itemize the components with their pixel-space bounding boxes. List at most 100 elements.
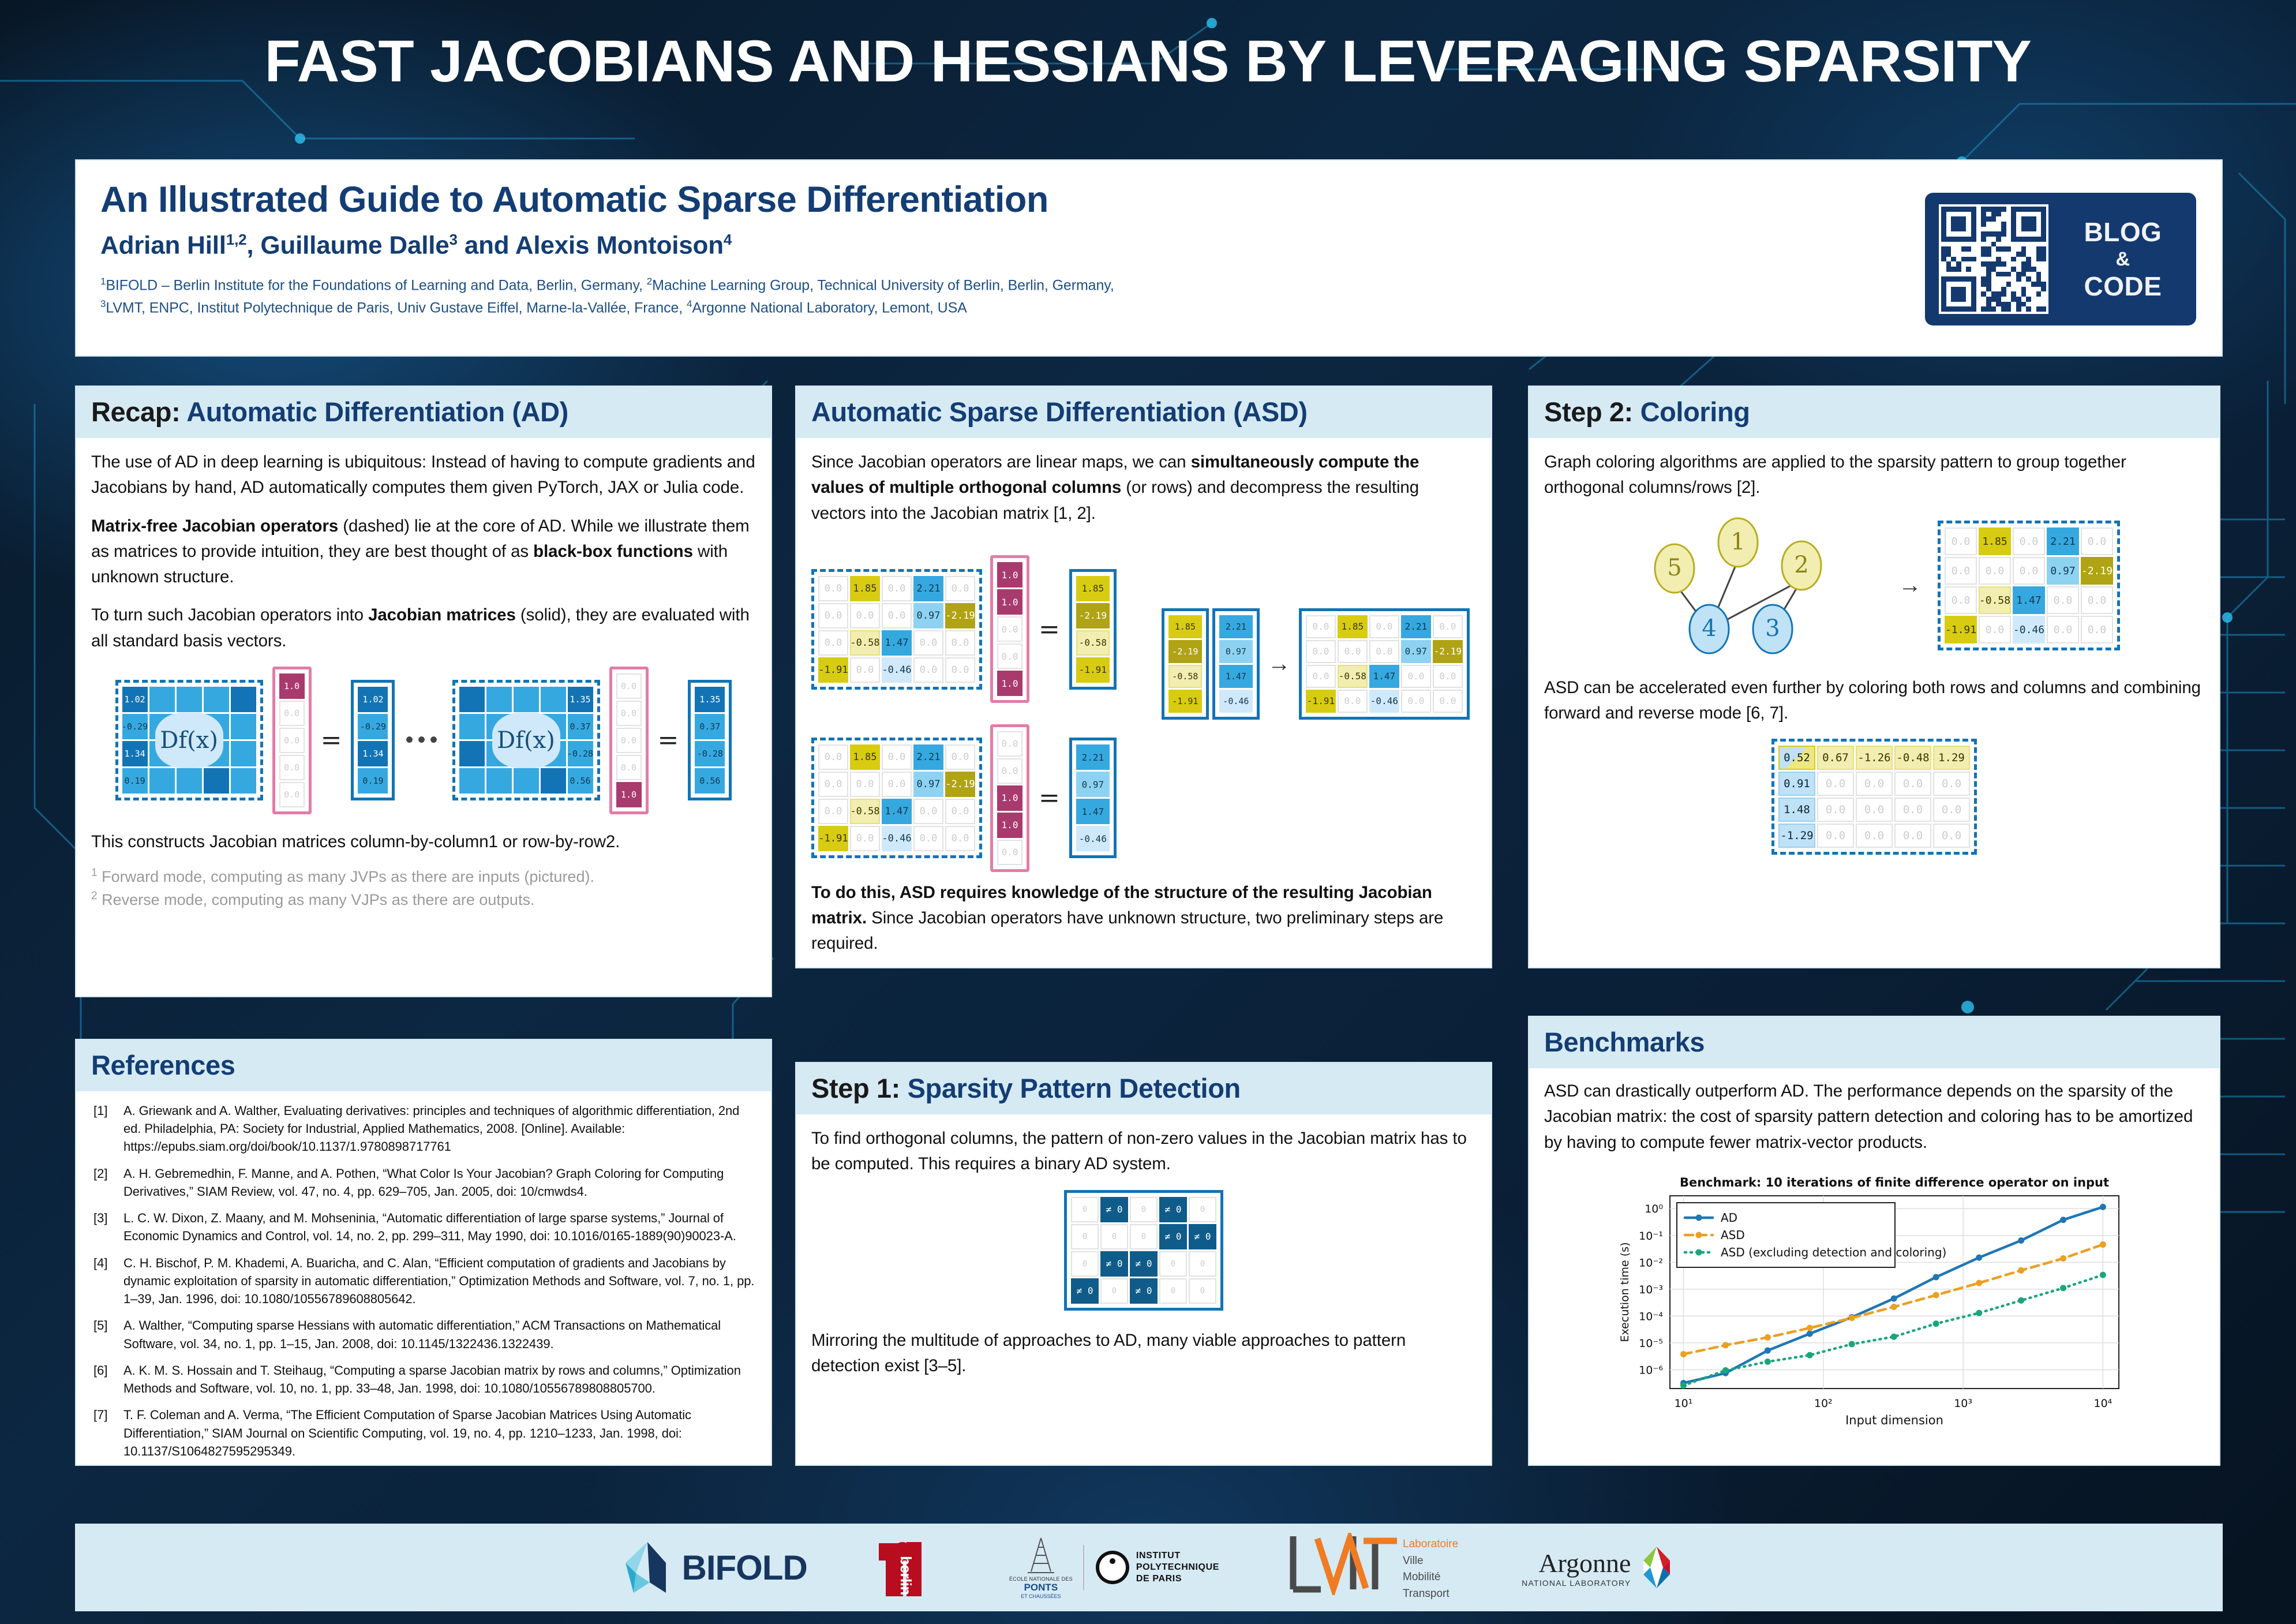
reference-item: [6] A. K. M. S. Hossain and T. Steihaug, …	[93, 1361, 756, 1397]
recap-right-matrix-cell	[486, 768, 512, 794]
chart-data-point	[1932, 1274, 1939, 1281]
chart-legend-label: AD	[1721, 1211, 1737, 1225]
colored-matrix-cell: 0.0	[1979, 557, 2011, 585]
colored-matrix-cell: -0.58	[1979, 586, 2011, 614]
reference-text: A. K. M. S. Hossain and T. Steihaug, “Co…	[123, 1363, 741, 1396]
reference-text: A. Griewank and A. Walther, Evaluating d…	[123, 1103, 740, 1154]
recovered-matrix-cell: 0.97	[1400, 639, 1431, 663]
bicolor-cell: 0.0	[1817, 798, 1854, 822]
bicolored-matrix: 0.52 0.67 -1.26 -0.48 1.29 0.91 0.0 0.0 0.0 0.0 1.…	[1771, 739, 1977, 855]
y-tick-label: 10⁻⁵	[1639, 1337, 1663, 1350]
asd-matrix-cell: 2.21	[913, 575, 943, 601]
reference-item: [5] A. Walther, “Computing sparse Hessian…	[93, 1316, 756, 1352]
asd-p1-bold: simultaneously compute the values of mul…	[811, 452, 1419, 497]
recap-right-matrix-cell: 0.56	[567, 768, 593, 794]
qr-code-icon[interactable]	[1939, 204, 2048, 314]
blog-and-code-badge[interactable]: BLOG & CODE	[1925, 193, 2196, 325]
step1-paragraph-2: Mirroring the multitude of approaches to…	[811, 1330, 1406, 1375]
recap-p3-bold: Jacobian matrices	[368, 605, 516, 625]
basis-cell: 1.0	[997, 589, 1022, 615]
equals-sign-right: =	[657, 725, 679, 755]
chart-data-point	[1722, 1342, 1729, 1349]
bicolor-cell: 0.0	[1817, 772, 1854, 796]
sparsity-cell: 0	[1159, 1251, 1187, 1277]
recap-footnote-2: 2 Reverse mode, computing as many VJPs a…	[91, 890, 535, 909]
bicolor-cell: 0.52	[1778, 746, 1815, 770]
step2-head-dark: Step 2:	[1544, 396, 1633, 427]
chart-data-point	[1848, 1341, 1855, 1348]
benchmark-chart: 10⁰ 10⁻¹ 10⁻² 10⁻³ 10⁻⁴ 10⁻⁵ 10⁻⁶ 10¹ 10² 10³ 10⁴ B…	[1544, 1168, 2204, 1434]
result-cell: 0.97	[1076, 772, 1110, 798]
step1-paragraph-1: To find orthogonal columns, the pattern …	[811, 1129, 1467, 1174]
chart-xlabel: Input dimension	[1845, 1413, 1943, 1427]
basis-cell: 0.0	[616, 754, 642, 780]
asd-matrix-cell: 0.0	[913, 657, 943, 683]
recap-right-matrix-cell	[459, 714, 485, 740]
colored-matrix-cell: 0.0	[2081, 616, 2113, 643]
recovered-matrix-cell: 0.0	[1432, 615, 1463, 638]
coloring-figure: 1 2 5 4 3 → 0.0 1.85 0.0 2.21 0.0 0.0 0.0 0.0 0.…	[1544, 514, 2204, 658]
chart-data-point	[1806, 1324, 1813, 1331]
lvmt-line-1: Laboratoire	[1403, 1538, 1459, 1550]
recap-right-matrix-cell	[540, 768, 566, 794]
asd-matrix-cell: 0.0	[945, 657, 975, 683]
chart-data-point	[1932, 1320, 1939, 1327]
basis-cell: 0.0	[616, 700, 642, 726]
sparsity-cell: 0	[1130, 1196, 1158, 1222]
reference-number: [3]	[93, 1211, 108, 1226]
asd-matrix-cell: 0.0	[850, 603, 880, 628]
reference-item: [3] L. C. W. Dixon, Z. Maany, and M. Mohs…	[93, 1209, 756, 1245]
chart-data-point	[2099, 1271, 2106, 1278]
basis-cell: 1.0	[279, 673, 305, 699]
bicolor-cell: 1.29	[1933, 746, 1970, 770]
chart-data-point	[1680, 1382, 1687, 1389]
sparsity-cell: ≠ 0	[1130, 1278, 1158, 1304]
benchmark-chart-svg: 10⁰ 10⁻¹ 10⁻² 10⁻³ 10⁻⁴ 10⁻⁵ 10⁻⁶ 10¹ 10² 10³ 10⁴ B…	[1619, 1176, 2119, 1427]
asd-matrix-cell: 0.0	[945, 799, 975, 825]
colored-matrix-cell: 0.0	[2047, 586, 2079, 614]
asd-matrix-cell: 0.0	[913, 826, 943, 852]
result-cell: 1.47	[1076, 799, 1110, 825]
decompress-cell: 0.97	[1219, 639, 1253, 663]
sparsity-cell: ≠ 0	[1159, 1223, 1187, 1249]
asd-matrix-cell: 0.0	[945, 575, 975, 601]
bicolor-cell: 0.0	[1933, 798, 1970, 822]
reference-item: [4] C. H. Bischof, P. M. Khademi, A. Buar…	[93, 1254, 756, 1308]
benchmarks-paragraph-1: ASD can drastically outperform AD. The p…	[1544, 1082, 2193, 1152]
ip-paris-mark-icon	[1095, 1551, 1129, 1584]
colored-matrix-cell: 0.0	[2081, 527, 2113, 555]
asd-matrix-cell: 0.97	[913, 603, 943, 628]
asd-basis-b: 0.0 0.0 1.0 1.0 0.0	[990, 724, 1029, 872]
reference-number: [1]	[93, 1103, 108, 1118]
colored-matrix-cell: 0.0	[2047, 616, 2079, 643]
recap-right-matrix-cell	[459, 768, 485, 794]
recovered-matrix-cell: 0.0	[1369, 639, 1399, 663]
colored-matrix-cell: 2.21	[2047, 527, 2079, 555]
x-tick-label: 10⁴	[2093, 1397, 2112, 1410]
chart-data-point	[2018, 1297, 2025, 1304]
lvmt-line-3: Mobilité	[1403, 1571, 1441, 1583]
asd-result-b: 2.21 0.97 1.47 -0.46	[1069, 738, 1117, 859]
ellipsis: •••	[405, 727, 442, 753]
graph-node-2: 2	[1794, 552, 1808, 578]
asd-matrix-cell: 0.0	[945, 630, 975, 656]
bicolor-cell: 0.0	[1894, 798, 1931, 822]
chart-data-point	[1890, 1333, 1897, 1340]
asd-matrix-cell: 0.0	[818, 799, 848, 825]
coloring-arrow: →	[1898, 572, 1922, 598]
recap-p3-pre: To turn such Jacobian operators into	[91, 605, 369, 625]
reference-text: A. Walther, “Computing sparse Hessians w…	[123, 1318, 721, 1351]
recap-left-matrix-cell	[176, 768, 202, 794]
asd-p2-bold: To do this, ASD requires knowledge of th…	[811, 882, 1432, 927]
basis-cell: 0.0	[279, 754, 305, 780]
result-vector-right: 1.35 0.37 -0.28 0.56	[688, 680, 732, 801]
recap-p2-bold2: black-box functions	[533, 541, 693, 561]
result-cell: -2.19	[1076, 603, 1110, 628]
asd-decomp-col-a: 1.85 -2.19 -0.58 -1.91	[1161, 608, 1209, 720]
asd-matrix-cell: 0.0	[818, 744, 848, 770]
asd-matrix-cell: -0.46	[882, 826, 912, 852]
asd-matrix-cell: 0.0	[818, 575, 848, 601]
ipparis-line-2: POLYTECHNIQUE	[1136, 1562, 1220, 1572]
result-cell: 1.34	[358, 741, 388, 767]
recap-paragraph-4: This constructs Jacobian matrices column…	[91, 832, 620, 851]
